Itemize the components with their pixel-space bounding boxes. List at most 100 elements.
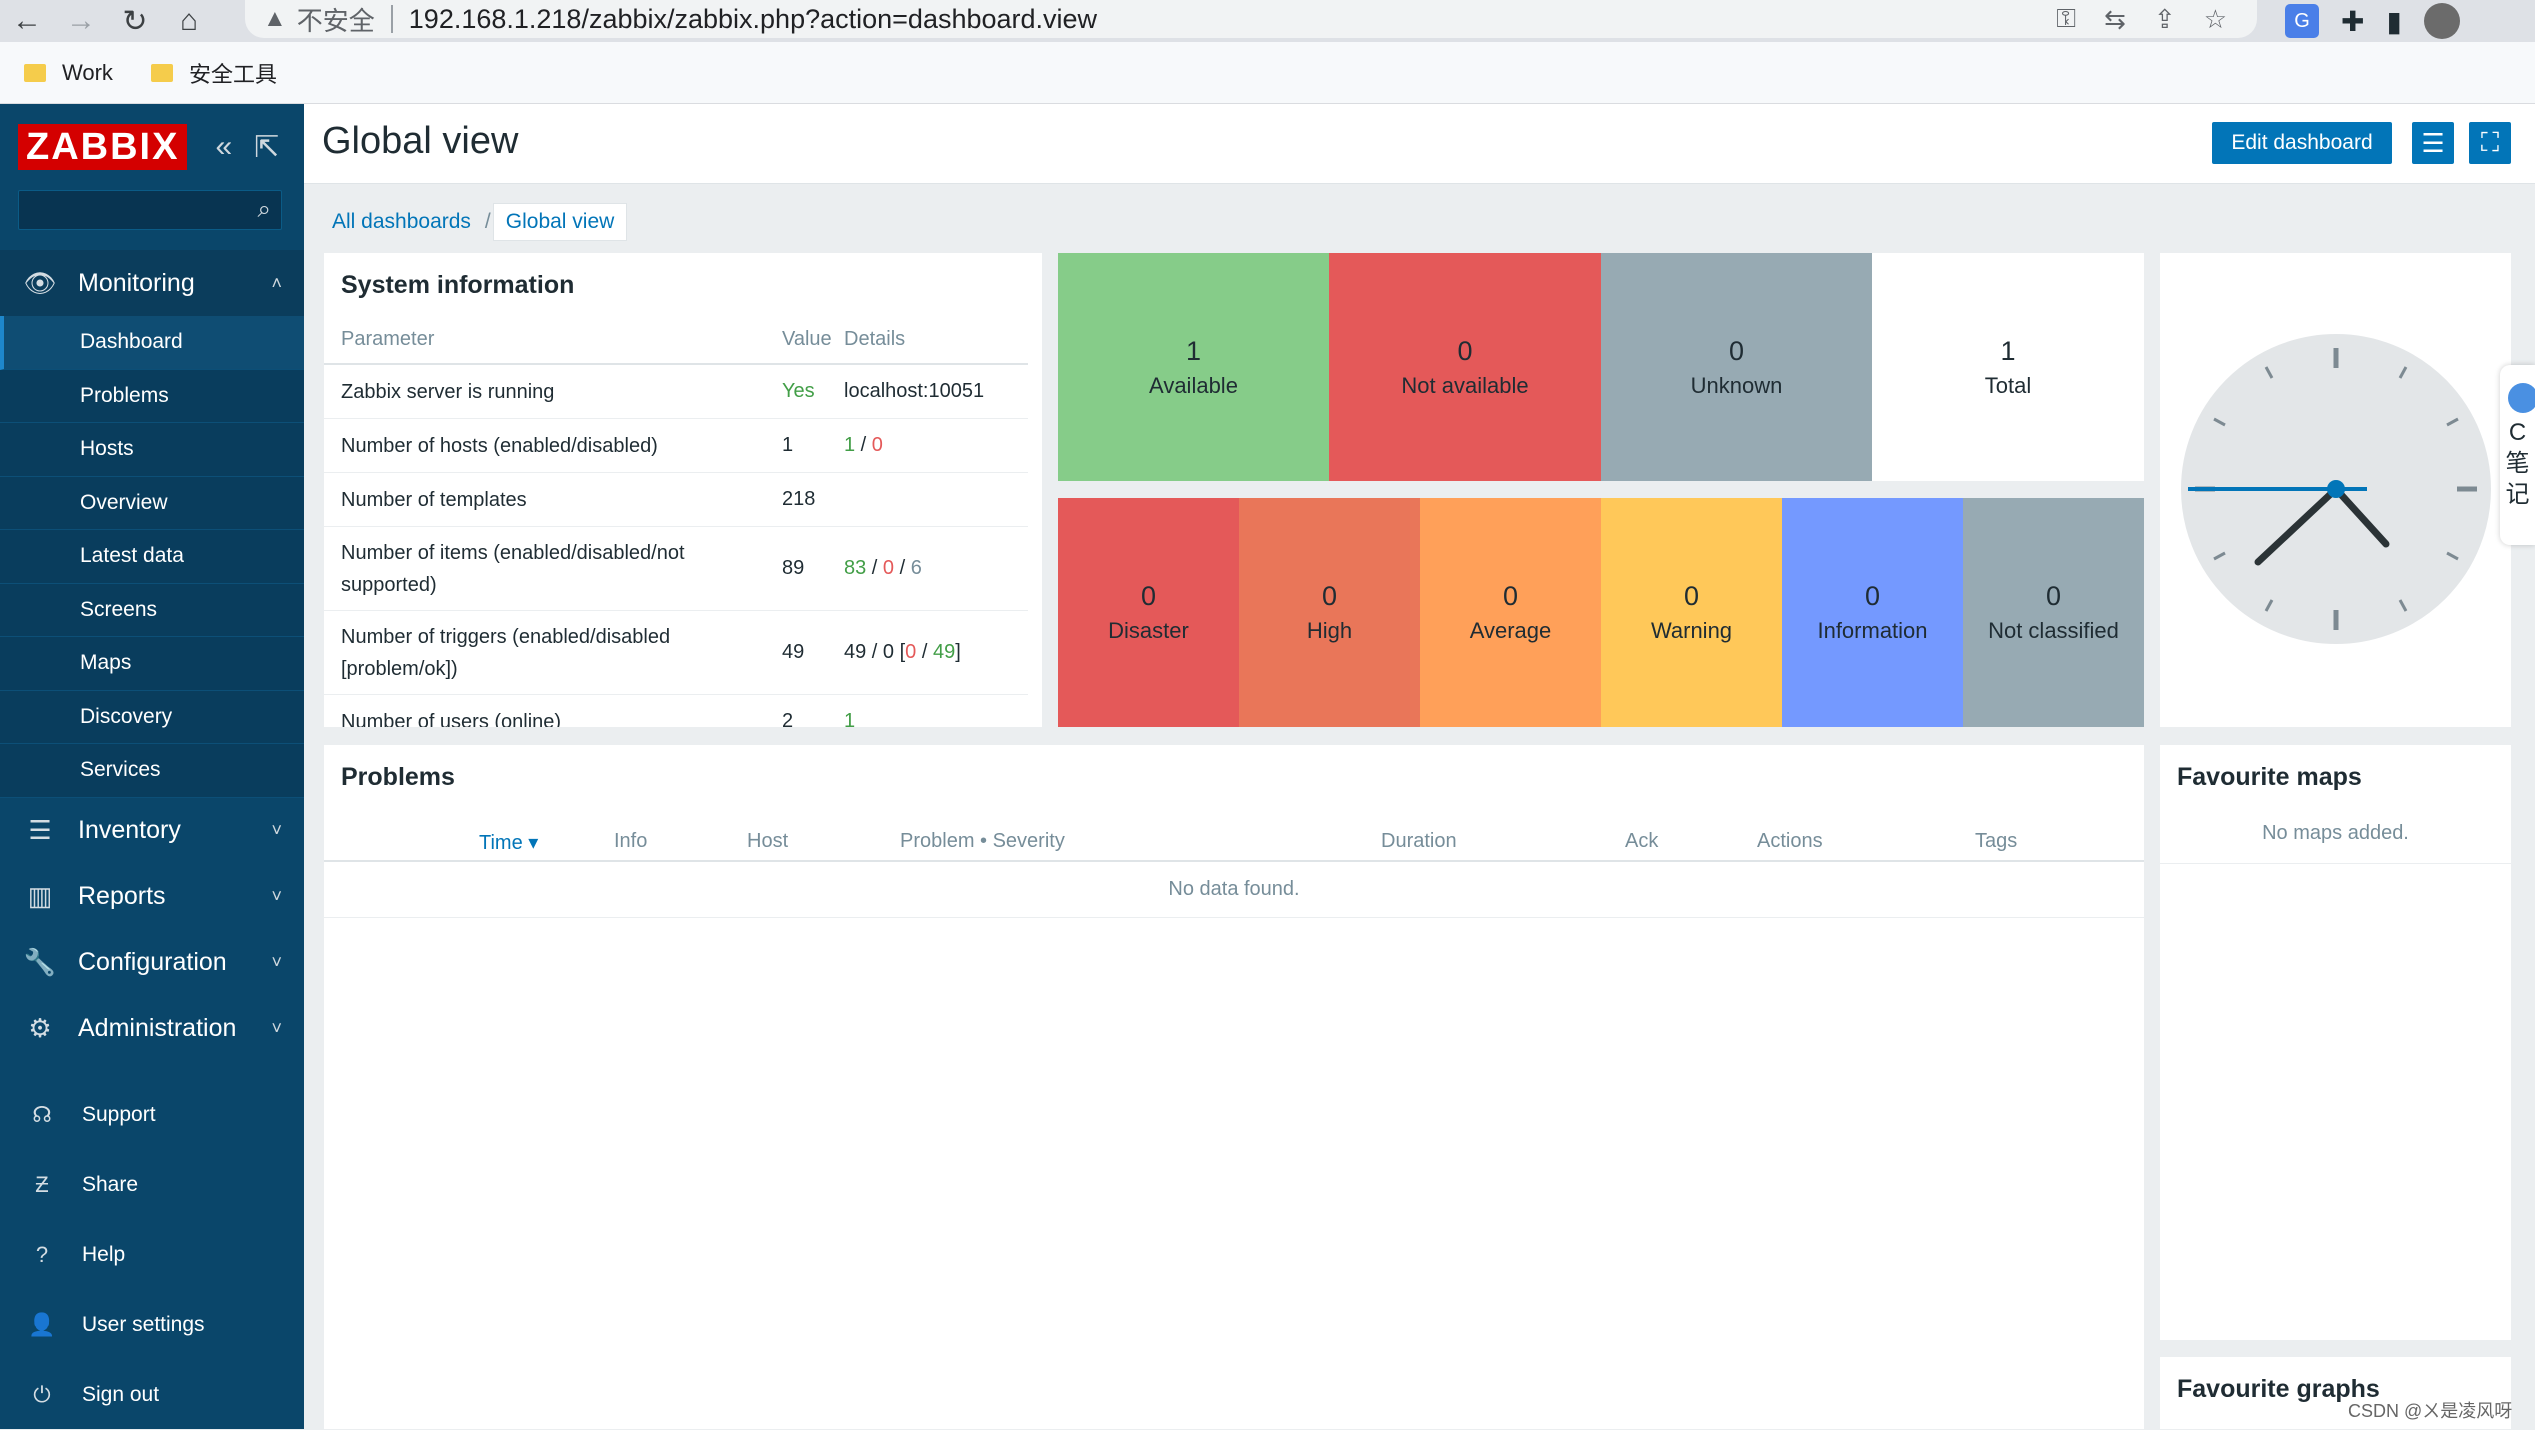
- share-icon[interactable]: ⇪: [2153, 3, 2176, 34]
- sidebar-item-services[interactable]: Services: [0, 744, 304, 798]
- gear-icon: ⚙: [28, 1013, 52, 1043]
- back-icon[interactable]: ←: [12, 4, 42, 37]
- value-cell: Yes: [782, 380, 815, 402]
- column-tags: Tags: [1975, 830, 2018, 852]
- bookmark-work[interactable]: Work: [24, 60, 113, 86]
- severity-warning-tile[interactable]: 0 Warning: [1601, 498, 1782, 727]
- column-header: Parameter: [341, 328, 435, 350]
- key-icon[interactable]: ⚿: [2056, 3, 2077, 33]
- action-menu-icon[interactable]: ☰: [2412, 122, 2454, 164]
- sidebar: ZABBIX « ⇱ ⌕ 👁 Monitoring ˄ Dashboard Pr…: [0, 104, 304, 1429]
- column-header: Value: [782, 327, 832, 350]
- table-header: Time ▾ Info Host Problem • Severity Dura…: [324, 820, 2144, 862]
- forward-icon[interactable]: →: [66, 4, 96, 37]
- menu-administration[interactable]: ⚙ Administration ˅: [0, 996, 304, 1062]
- tile-label: Available: [1149, 372, 1238, 398]
- bar-chart-icon: ▥: [27, 881, 53, 911]
- zabbix-logo[interactable]: ZABBIX: [18, 124, 188, 170]
- menu-configuration[interactable]: 🔧 Configuration ˅: [0, 930, 304, 996]
- menu-inventory[interactable]: ☰ Inventory ˅: [0, 798, 304, 864]
- sidebar-support[interactable]: ☊ Support: [0, 1080, 304, 1150]
- bookmark-security-tools[interactable]: 安全工具: [150, 57, 277, 89]
- power-icon: ⏻: [33, 1381, 51, 1407]
- problems-by-severity-widget: 0 Disaster 0 High 0 Average 0 Warning 0 …: [1058, 498, 2144, 727]
- column-time[interactable]: Time ▾: [479, 832, 539, 854]
- reload-icon[interactable]: ↻: [122, 4, 148, 38]
- breadcrumb-all-dashboards[interactable]: All dashboards: [332, 210, 471, 233]
- favourite-maps-widget: Favourite maps No maps added.: [2160, 745, 2511, 1340]
- url-text[interactable]: 192.168.1.218/zabbix/zabbix.php?action=d…: [408, 3, 1098, 34]
- menu-monitoring[interactable]: 👁 Monitoring ˄: [0, 250, 304, 316]
- table-row: Number of triggers (enabled/disabled [pr…: [324, 611, 1028, 695]
- details-cell: 1: [844, 710, 856, 727]
- value-cell: 49: [782, 641, 805, 663]
- menu-reports[interactable]: ▥ Reports ˅: [0, 864, 304, 930]
- severity-disaster-tile[interactable]: 0 Disaster: [1058, 498, 1239, 727]
- sidebar-share[interactable]: Ƶ Share: [0, 1150, 304, 1220]
- sidebar-user-settings[interactable]: 👤 User settings: [0, 1290, 304, 1360]
- tile-count: 0: [1321, 581, 1338, 611]
- system-info-table: Parameter Value Details Zabbix server is…: [324, 315, 1028, 727]
- kiosk-icon[interactable]: ⇱: [254, 130, 280, 164]
- sidebar-item-discovery[interactable]: Discovery: [0, 691, 304, 744]
- util-label: Support: [82, 1102, 156, 1126]
- util-label: User settings: [82, 1312, 205, 1336]
- sidebar-item-screens[interactable]: Screens: [0, 584, 304, 637]
- host-availability-widget: 1 Available 0 Not available 0 Unknown 1 …: [1058, 253, 2144, 481]
- sidebar-help[interactable]: ? Help: [0, 1220, 304, 1290]
- host-total-tile[interactable]: 1 Total: [1872, 253, 2144, 481]
- avatar[interactable]: [2423, 3, 2460, 39]
- severity-average-tile[interactable]: 0 Average: [1420, 498, 1601, 727]
- extension-area: G ✚ ▮: [2265, 0, 2535, 42]
- value-cell: 1: [782, 434, 794, 456]
- address-bar[interactable]: ▲ 不安全 192.168.1.218/zabbix/zabbix.php?ac…: [245, 0, 2257, 38]
- collapse-sidebar-icon[interactable]: «: [215, 129, 233, 163]
- search-input[interactable]: ⌕: [18, 190, 282, 230]
- host-unknown-tile[interactable]: 0 Unknown: [1601, 253, 1872, 481]
- host-available-tile[interactable]: 1 Available: [1058, 253, 1329, 481]
- severity-information-tile[interactable]: 0 Information: [1782, 498, 1963, 727]
- sidepanel-icon[interactable]: ▮: [2386, 5, 2402, 37]
- help-icon: ?: [35, 1241, 49, 1267]
- edit-dashboard-button[interactable]: Edit dashboard: [2212, 122, 2392, 164]
- side-note-extension[interactable]: C 笔 记: [2500, 365, 2535, 545]
- severity-not-classified-tile[interactable]: 0 Not classified: [1963, 498, 2144, 727]
- table-row: Number of users (online) 2 1: [324, 695, 1028, 727]
- sidebar-item-problems[interactable]: Problems: [0, 370, 304, 423]
- chevron-down-icon: ˅: [271, 952, 282, 972]
- problems-table: Time ▾ Info Host Problem • Severity Dura…: [324, 820, 2144, 918]
- bookmark-label: 安全工具: [188, 61, 277, 87]
- details-cell: localhost:10051: [844, 380, 985, 402]
- headset-icon: ☊: [32, 1101, 52, 1127]
- util-label: Share: [82, 1172, 139, 1196]
- system-info-widget: System information Parameter Value Detai…: [324, 253, 1042, 727]
- sidebar-item-latest-data[interactable]: Latest data: [0, 530, 304, 584]
- tile-count: 0: [1683, 581, 1700, 611]
- clock-face: [2177, 330, 2495, 648]
- enabled-count: 1: [844, 434, 856, 456]
- sidebar-item-maps[interactable]: Maps: [0, 637, 304, 691]
- ok-count: 49: [932, 641, 956, 663]
- translate-icon[interactable]: ⇆: [2104, 3, 2126, 34]
- tile-label: Average: [1469, 618, 1552, 643]
- sidebar-item-dashboard[interactable]: Dashboard: [0, 316, 304, 370]
- menu-label: Inventory: [78, 816, 181, 844]
- user-icon: 👤: [28, 1311, 56, 1337]
- bookmark-star-icon[interactable]: ☆: [2203, 3, 2227, 34]
- fullscreen-icon[interactable]: ⛶: [2469, 122, 2511, 164]
- enabled-count: 83: [844, 557, 867, 579]
- sidebar-item-overview[interactable]: Overview: [0, 477, 304, 530]
- param-cell: Number of hosts (enabled/disabled): [341, 434, 658, 457]
- puzzle-icon[interactable]: ✚: [2341, 5, 2365, 37]
- translate-extension-icon[interactable]: G: [2285, 4, 2319, 38]
- severity-high-tile[interactable]: 0 High: [1239, 498, 1420, 727]
- home-icon[interactable]: ⌂: [179, 4, 199, 37]
- host-not-available-tile[interactable]: 0 Not available: [1329, 253, 1601, 481]
- search-icon[interactable]: ⌕: [257, 196, 271, 223]
- sidebar-sign-out[interactable]: ⏻ Sign out: [0, 1360, 304, 1430]
- eye-icon: 👁: [23, 267, 57, 298]
- sidebar-item-hosts[interactable]: Hosts: [0, 423, 304, 477]
- menu-label: Reports: [78, 882, 166, 910]
- breadcrumb-global-view[interactable]: Global view: [492, 203, 628, 241]
- value-cell: 89: [782, 557, 805, 579]
